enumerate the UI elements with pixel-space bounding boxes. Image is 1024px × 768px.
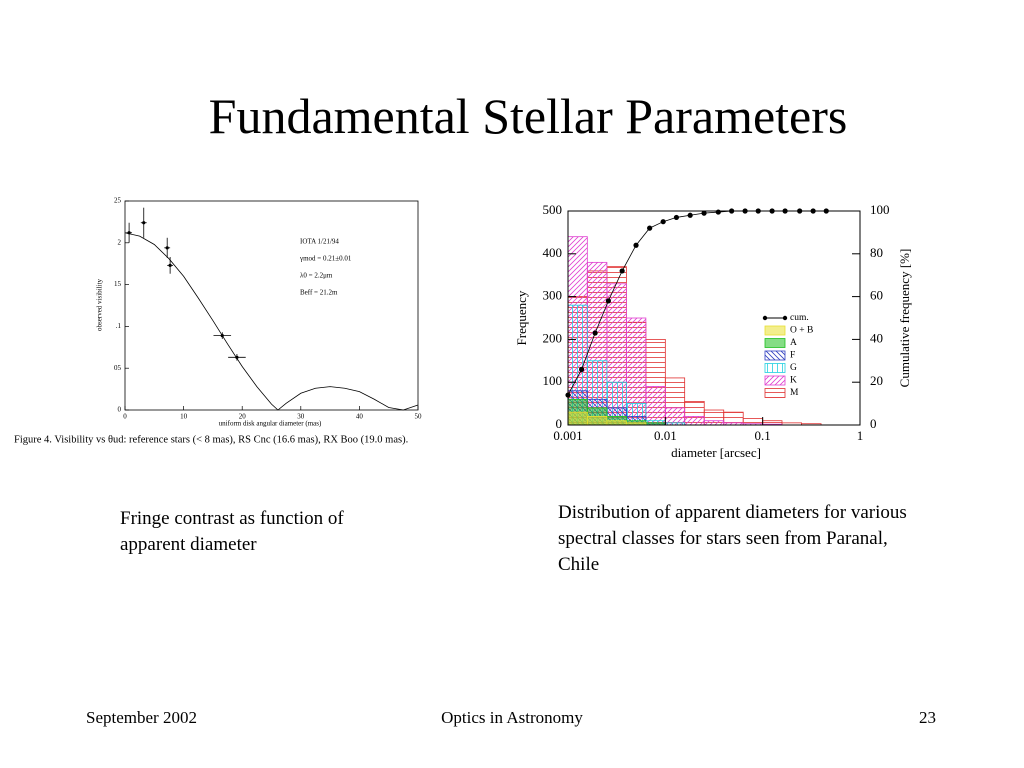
cumulative-point [579, 366, 585, 372]
annotation: λ0 = 2.2μm [300, 272, 333, 280]
data-point [127, 231, 131, 235]
x-tick-label: 10 [180, 413, 188, 421]
caption-left: Fringe contrast as function of apparent … [120, 508, 344, 555]
y-tick-label: 2 [118, 238, 122, 246]
x-tick-label: 30 [297, 413, 305, 421]
x-tick-label: 1 [857, 428, 864, 443]
legend-label: O + B [790, 326, 813, 336]
legend-swatch [764, 350, 786, 361]
y-tick-label: 100 [543, 373, 563, 388]
cumulative-point [605, 298, 611, 304]
plot-frame [567, 210, 861, 426]
slide-title: Fundamental Stellar Parameters [208, 88, 848, 144]
legend-swatch [764, 325, 786, 336]
x-axis-label: diameter [arcsec] [671, 445, 761, 460]
cumulative-point [565, 392, 571, 398]
legend-swatch [764, 363, 786, 373]
y2-tick-label: 80 [870, 245, 883, 260]
cumulative-point [823, 208, 829, 214]
legend-swatch [764, 338, 786, 348]
cumulative-point [660, 219, 666, 225]
plot-frame [124, 200, 419, 411]
data-point [168, 263, 172, 267]
x-tick-label: 0.001 [553, 428, 582, 443]
legend-label: F [790, 351, 795, 361]
data-point [142, 221, 146, 225]
y-tick-label: 300 [543, 288, 563, 303]
y2-tick-label: 0 [870, 416, 877, 431]
cumulative-point [755, 208, 761, 214]
cumulative-point [647, 225, 653, 231]
legend-label: G [790, 363, 797, 373]
y-tick-label: 500 [543, 202, 563, 217]
annotation: Beff = 21.2m [300, 289, 338, 297]
cumulative-point [633, 242, 639, 248]
annotation: γmod = 0.21±0.01 [299, 255, 352, 263]
histogram-bar [684, 416, 705, 426]
x-tick-label: 0 [123, 413, 127, 421]
legend-dot [762, 315, 768, 321]
y-tick-label: 0 [556, 416, 563, 431]
model-curve [124, 232, 419, 411]
x-tick-label: 20 [239, 413, 247, 421]
x-tick-label: 0.1 [755, 428, 771, 443]
x-axis-label: uniform disk angular diameter (mas) [219, 420, 322, 428]
footer-date: September 2002 [86, 708, 197, 727]
cumulative-point [687, 212, 693, 218]
cumulative-point [810, 208, 816, 214]
histogram-bar [664, 407, 686, 426]
x-tick-label: 0.01 [654, 428, 677, 443]
footer-page: 23 [919, 708, 936, 727]
cumulative-point [715, 209, 721, 215]
cumulative-point [619, 268, 625, 274]
legend-swatch [764, 388, 786, 398]
histogram-bar [703, 420, 725, 426]
legend-swatch [764, 375, 786, 386]
cumulative-point [701, 210, 707, 216]
data-point [165, 246, 169, 250]
annotation: IOTA 1/21/94 [300, 238, 339, 246]
y-tick-label: 15 [114, 280, 122, 288]
caption-right: Distribution of apparent diameters for v… [558, 502, 907, 575]
y2-tick-label: 60 [870, 288, 883, 303]
y-tick-label: 25 [114, 197, 122, 205]
footer-title: Optics in Astronomy [441, 708, 583, 727]
y-tick-label: 200 [543, 330, 563, 345]
cumulative-point [782, 208, 788, 214]
cumulative-point [797, 208, 803, 214]
x-tick-label: 50 [415, 413, 423, 421]
cumulative-point [769, 208, 775, 214]
y-axis-label: observed visibility [96, 279, 104, 331]
histogram-bar [586, 416, 608, 426]
y-tick-label: 400 [543, 245, 563, 260]
figure-caption: Figure 4. Visibility vs θud: reference s… [14, 434, 408, 445]
histogram-bar [645, 386, 666, 426]
legend-label: cum. [790, 313, 809, 323]
histogram-bar [606, 420, 627, 426]
y-tick-label: 05 [114, 364, 122, 372]
y2-tick-label: 20 [870, 373, 883, 388]
x-tick-label: 40 [356, 413, 364, 421]
histogram-bar [567, 411, 588, 426]
y-axis-label: Frequency [514, 290, 529, 345]
y2-tick-label: 100 [870, 202, 890, 217]
legend-label: M [790, 388, 799, 398]
data-point [220, 333, 224, 338]
data-point [235, 355, 239, 359]
cumulative-point [729, 208, 735, 214]
y-tick-label: .1 [116, 322, 122, 330]
cumulative-point [592, 330, 598, 336]
cumulative-point [673, 214, 680, 221]
y2-tick-label: 40 [870, 330, 883, 345]
legend-label: K [790, 376, 797, 386]
legend-dot [782, 315, 788, 321]
legend-label: A [790, 338, 797, 348]
cumulative-point [742, 208, 748, 214]
y2-axis-label: Cumulative frequency [%] [897, 249, 912, 388]
y-tick-label: 0 [118, 406, 122, 414]
